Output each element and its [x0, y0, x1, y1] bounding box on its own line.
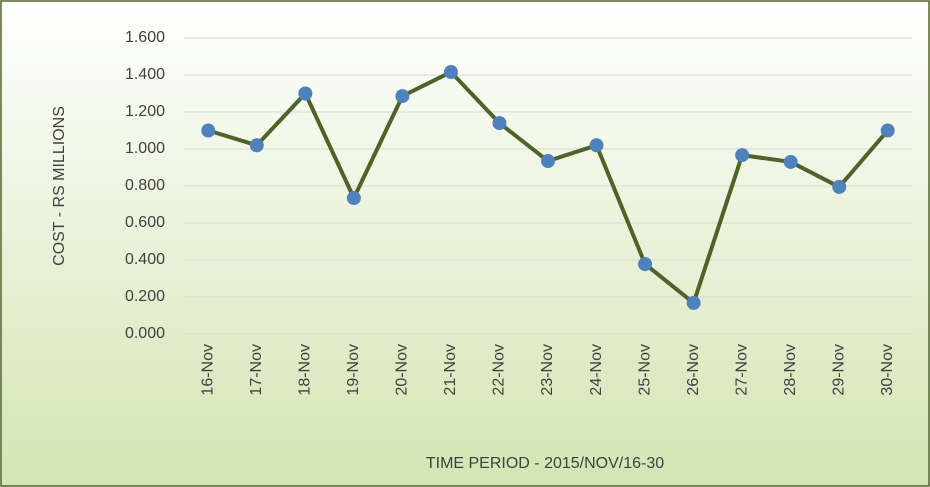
data-point	[492, 116, 507, 131]
y-tick-label: 0.800	[125, 177, 165, 194]
y-tick-label: 0.000	[125, 325, 165, 342]
data-point	[395, 89, 410, 104]
x-tick-label: 22-Nov	[491, 344, 508, 396]
data-point	[589, 138, 604, 153]
x-tick-label: 23-Nov	[539, 344, 556, 396]
data-point	[298, 86, 313, 101]
x-tick-label: 27-Nov	[733, 344, 750, 396]
data-point	[249, 138, 264, 153]
x-tick-label: 19-Nov	[345, 344, 362, 396]
x-tick-label: 20-Nov	[394, 344, 411, 396]
data-point	[541, 154, 555, 169]
x-tick-label: 29-Nov	[830, 344, 847, 396]
x-tick-label: 25-Nov	[636, 344, 653, 396]
x-tick-label: 17-Nov	[248, 344, 265, 396]
data-point	[880, 123, 895, 138]
x-tick-label: 21-Nov	[442, 344, 459, 396]
x-tick-label: 30-Nov	[879, 344, 896, 396]
data-point	[346, 191, 361, 206]
data-point	[638, 257, 653, 272]
data-point	[201, 123, 216, 138]
y-tick-label: 0.200	[125, 288, 165, 305]
x-axis-title: TIME PERIOD - 2015/NOV/16-30	[426, 455, 664, 472]
x-tick-label: 16-Nov	[199, 344, 216, 396]
y-tick-label: 0.600	[125, 214, 165, 231]
data-point	[832, 179, 847, 194]
y-tick-label: 1.200	[125, 103, 165, 120]
data-point	[783, 154, 798, 169]
y-tick-label: 0.400	[125, 251, 165, 268]
data-point	[443, 65, 458, 80]
x-tick-label: 18-Nov	[297, 344, 314, 396]
x-tick-label: 26-Nov	[685, 344, 702, 396]
y-tick-label: 1.400	[125, 66, 165, 83]
y-axis-title: COST - RS MILLIONS	[51, 106, 68, 266]
data-point	[686, 295, 701, 310]
x-tick-label: 28-Nov	[782, 344, 799, 396]
x-tick-label: 24-Nov	[588, 344, 605, 396]
data-point	[735, 148, 750, 163]
y-tick-label: 1.600	[125, 29, 165, 46]
y-tick-label: 1.000	[125, 140, 165, 157]
